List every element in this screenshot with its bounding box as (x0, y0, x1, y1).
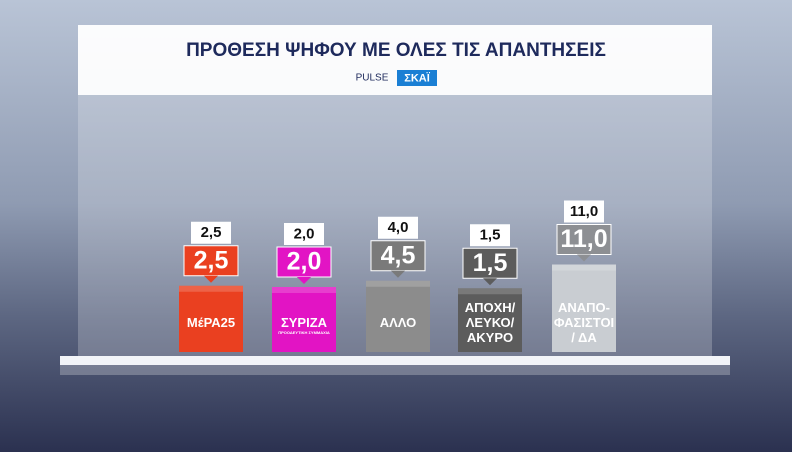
value-label: 11,0 (560, 225, 607, 253)
previous-label-box (470, 224, 510, 247)
logo-box (397, 70, 437, 86)
bar (179, 285, 243, 352)
value-pointer (483, 278, 497, 286)
bar-top (458, 288, 522, 295)
value-label: 2,5 (194, 246, 229, 274)
party-tagline: ΠΡΟΟΔΕΥΤΙΚΗ ΣΥΜΜΑΧΙΑ (278, 330, 330, 335)
bar-top (272, 287, 336, 293)
previous-label-box (191, 221, 231, 244)
category-label: ΑΠΟΧΗ/ ΛΕΥΚΟ/ ΑΚΥΡΟ (464, 299, 516, 345)
bar (458, 288, 522, 352)
category-label: ΑΝΑΠΟ- ΦΑΣΙΣΤΟΙ / ΔΑ (553, 299, 615, 345)
chart-title: ΠΡΟΘΕΣΗ ΨΗΦΟΥ ΜΕ ΟΛΕΣ ΤΙΣ ΑΠΑΝΤΗΣΕΙΣ (186, 40, 606, 61)
previous-label-box (284, 223, 324, 245)
bar-top (552, 264, 616, 271)
value-label: 4,5 (381, 241, 416, 269)
value-label: 2,0 (287, 248, 322, 276)
category-label: ΣΥΡΙΖΑ (280, 314, 328, 330)
value-label-box (183, 245, 239, 277)
previous-label: 11,0 (570, 203, 598, 220)
bar-top (366, 280, 430, 287)
bar (272, 287, 336, 352)
logo-skai: ΣΚΑΪ (404, 71, 430, 84)
logo-pulse: PULSE (356, 73, 389, 84)
value-label-box (556, 224, 612, 255)
previous-label: 1,5 (480, 227, 501, 244)
category-label: ΑΛΛΟ (379, 314, 417, 330)
value-pointer (577, 254, 591, 262)
previous-label: 2,0 (294, 225, 315, 242)
previous-label-box (378, 216, 418, 239)
stage-floor (60, 356, 730, 365)
previous-label: 2,5 (201, 224, 222, 241)
value-pointer (297, 277, 311, 284)
category-label: ΜέΡΑ25 (186, 314, 236, 330)
value-pointer (391, 270, 405, 278)
previous-label: 4,0 (388, 219, 409, 236)
bar-top (179, 285, 243, 292)
previous-label-box (564, 200, 604, 223)
value-pointer (204, 275, 218, 283)
bar (552, 264, 616, 352)
header (78, 25, 712, 95)
bar (366, 280, 430, 352)
value-label: 1,5 (473, 249, 508, 277)
stage-edge (60, 365, 730, 375)
